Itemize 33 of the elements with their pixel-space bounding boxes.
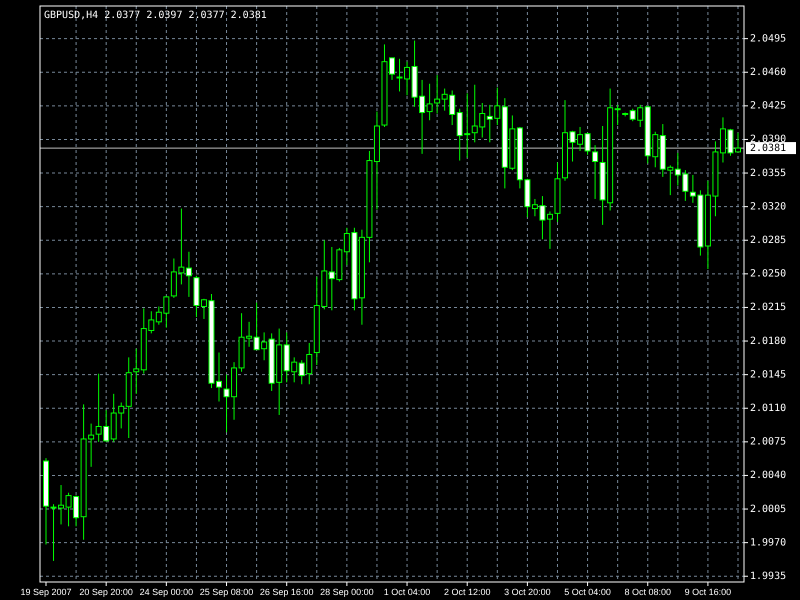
y-tick-label: 2.0495: [750, 33, 786, 44]
x-tick-label: 5 Oct 04:00: [564, 587, 611, 597]
x-tick-label: 9 Oct 16:00: [684, 587, 732, 597]
y-tick-label: 2.0075: [750, 436, 786, 448]
x-tick-label: 8 Oct 08:00: [624, 587, 672, 597]
x-tick-label: 28 Sep 00:00: [320, 587, 374, 597]
candlestick: [306, 342, 312, 385]
y-tick-label: 2.0460: [750, 66, 786, 78]
candlestick: [592, 144, 598, 200]
y-tick-label: 2.0145: [750, 369, 786, 380]
y-tick-label: 2.0285: [750, 234, 786, 246]
ref-line-label: 2.0381: [750, 142, 786, 154]
y-tick-label: 2.0040: [750, 470, 786, 482]
y-tick-label: 2.0425: [750, 100, 786, 112]
chart-title: GBPUSD,H4 2.0377 2.0397 2.0377 2.0381: [44, 10, 267, 21]
y-tick-label: 2.0180: [750, 336, 786, 347]
y-tick-label: 2.0320: [750, 201, 786, 212]
x-tick-label: 3 Oct 20:00: [504, 587, 551, 597]
x-tick-label: 20 Sep 20:00: [79, 587, 133, 597]
y-tick-label: 2.0110: [750, 402, 786, 414]
x-tick-label: 25 Sep 08:00: [200, 587, 254, 597]
y-tick-label: 2.0355: [750, 168, 786, 179]
x-tick-label: 26 Sep 16:00: [260, 587, 314, 597]
x-tick-label: 19 Sep 2007: [20, 587, 72, 597]
candlestick: [472, 84, 478, 143]
y-tick-label: 1.9970: [750, 537, 786, 548]
x-tick-label: 2 Oct 12:00: [444, 587, 490, 597]
y-tick-label: 1.9935: [750, 570, 786, 582]
y-tick-label: 2.0215: [750, 302, 786, 314]
y-tick-label: 2.0250: [750, 268, 786, 280]
y-tick-label: 2.0005: [750, 504, 786, 515]
x-tick-label: 24 Sep 00:00: [140, 587, 194, 597]
x-tick-label: 1 Oct 04:00: [384, 587, 430, 597]
